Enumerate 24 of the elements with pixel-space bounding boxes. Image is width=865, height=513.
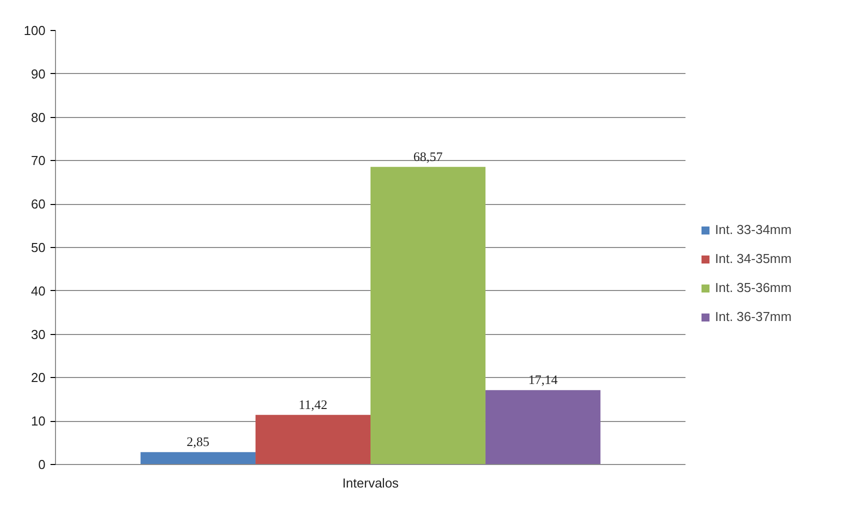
y-tick-label: 40: [31, 283, 46, 298]
x-tick-label: Intervalos: [342, 476, 400, 490]
bar: [485, 390, 600, 464]
y-tick-label: 30: [31, 326, 46, 342]
legend-label: Int. 33-34mm: [715, 222, 792, 237]
y-tick-label: 50: [31, 240, 46, 255]
data-label: 2,85: [186, 434, 210, 450]
bar: [256, 414, 370, 464]
data-label: 17,14: [528, 372, 558, 388]
y-tick-label: 0: [38, 457, 46, 472]
y-tick-label: 100: [24, 23, 46, 38]
legend-label: Int. 34-35mm: [715, 251, 792, 266]
bar: [140, 452, 256, 464]
data-label: 11,42: [298, 396, 328, 412]
y-tick-label: 60: [31, 196, 46, 212]
y-tick-label: 70: [31, 153, 46, 168]
y-tick-label: 90: [31, 66, 46, 82]
legend-label: Int. 35-36mm: [715, 280, 792, 295]
data-label: 68,57: [413, 148, 444, 164]
bar: [370, 166, 486, 464]
y-tick-label: 20: [31, 370, 46, 386]
y-tick-label: 10: [31, 414, 46, 429]
y-tick-label: 80: [31, 110, 46, 125]
legend-label: Int. 36-37mm: [715, 309, 792, 324]
